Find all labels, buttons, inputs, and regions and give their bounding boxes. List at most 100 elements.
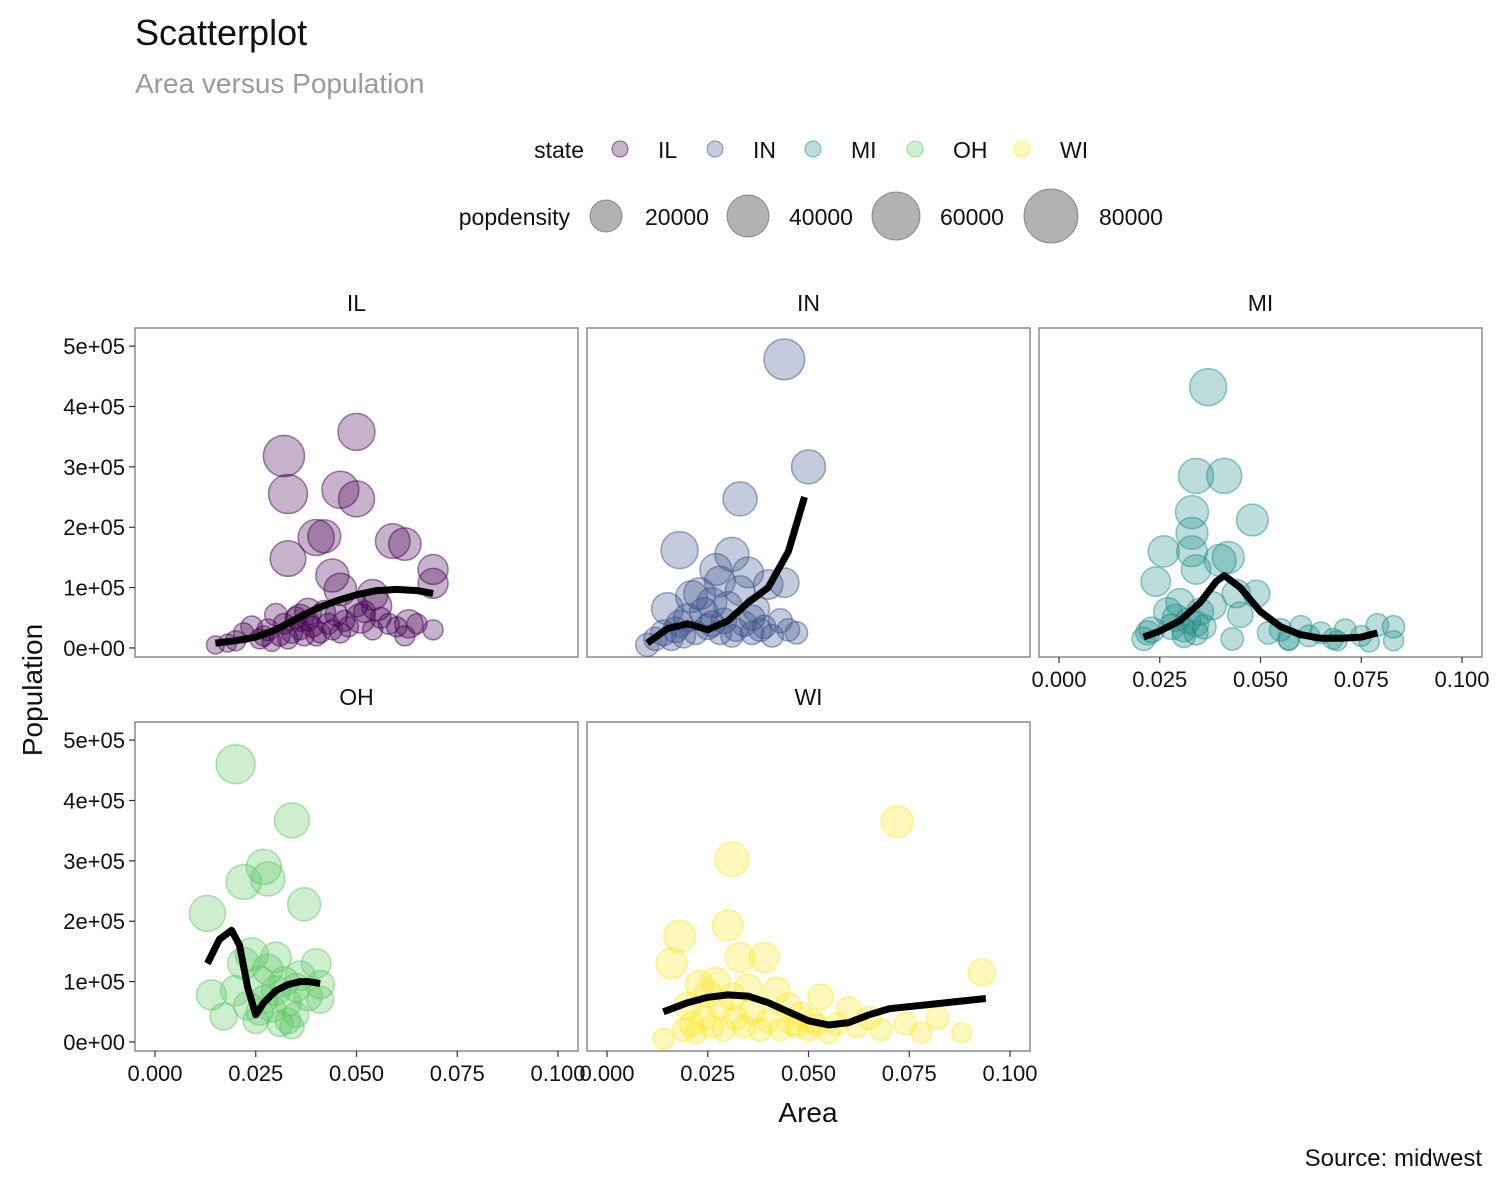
- x-tick-label: 0.000: [127, 1061, 182, 1086]
- data-point-il: [417, 553, 449, 586]
- panel-il: IL 0e+00 1e+05 2e+05 3e+05 4e+05 5e+05: [63, 290, 579, 661]
- legend-key-mi: [804, 140, 822, 158]
- data-point-in: [714, 536, 750, 573]
- legend: state IL IN MI OH WI popdensity 20000 40000 60000…: [459, 137, 1163, 244]
- data-point-wi: [880, 804, 914, 839]
- data-point-mi: [1140, 566, 1172, 597]
- legend-size-label-20000: 20000: [645, 204, 709, 230]
- panel-oh: OH 0e+00 1e+05 2e+05 3e+05 4e+05 5e+05 0.000 0.0…: [63, 684, 585, 1086]
- data-point-mi: [1147, 535, 1181, 568]
- data-point-wi: [748, 941, 780, 973]
- data-point-mi: [1205, 457, 1243, 495]
- data-point-mi: [1382, 629, 1405, 652]
- data-point-mi: [1180, 554, 1212, 585]
- x-tick-label: 0.050: [1233, 667, 1288, 692]
- data-point-il: [387, 527, 422, 562]
- panel-border: [586, 327, 1031, 658]
- data-point-wi: [655, 947, 688, 980]
- y-tick-label: 3e+05: [63, 455, 125, 480]
- data-point-il: [345, 602, 376, 634]
- legend-key-in: [706, 140, 724, 158]
- legend-size-label-60000: 60000: [940, 204, 1004, 230]
- data-point-il: [307, 519, 342, 554]
- legend-size-key-80000: [1023, 188, 1079, 244]
- data-point-il: [337, 480, 376, 518]
- legend-label-wi: WI: [1060, 137, 1088, 163]
- data-point-wi: [807, 983, 835, 1011]
- data-point-il: [422, 619, 444, 641]
- data-point-in: [763, 338, 806, 381]
- legend-size-title: popdensity: [459, 204, 571, 230]
- data-point-in: [732, 556, 765, 589]
- legend-state-title: state: [534, 137, 584, 163]
- y-tick-label: 2e+05: [63, 909, 125, 934]
- data-point-mi: [1220, 626, 1245, 651]
- legend-label-il: IL: [658, 137, 677, 163]
- chart-subtitle: Area versus Population: [135, 68, 425, 99]
- data-point-wi: [714, 841, 750, 877]
- x-tick-label: 0.075: [882, 1061, 937, 1086]
- data-point-wi: [755, 1008, 781, 1034]
- data-point-oh: [273, 802, 311, 839]
- y-tick-label: 0e+00: [63, 1030, 125, 1055]
- strip-label-in: IN: [797, 290, 820, 316]
- data-point-in: [738, 604, 766, 632]
- x-tick-label: 0.075: [1334, 667, 1389, 692]
- data-point-in: [784, 620, 809, 645]
- data-point-oh: [259, 941, 292, 974]
- data-point-wi: [652, 1027, 675, 1051]
- data-point-wi: [910, 1021, 933, 1045]
- data-point-oh: [215, 744, 256, 785]
- data-point-wi: [662, 919, 697, 953]
- y-tick-label: 3e+05: [63, 849, 125, 874]
- data-point-mi: [1226, 601, 1254, 629]
- x-tick-label: 0.100: [1434, 667, 1489, 692]
- y-tick-label: 0e+00: [63, 636, 125, 661]
- y-tick-label: 5e+05: [63, 334, 125, 359]
- data-point-il: [337, 412, 376, 452]
- y-tick-label: 4e+05: [63, 394, 125, 419]
- x-tick-label: 0.025: [228, 1061, 283, 1086]
- data-point-il: [262, 434, 306, 478]
- x-tick-label: 0.000: [579, 1061, 634, 1086]
- data-point-wi: [869, 1018, 893, 1042]
- y-tick-label: 4e+05: [63, 788, 125, 813]
- chart-title: Scatterplot: [135, 12, 308, 53]
- x-tick-label: 0.050: [329, 1061, 384, 1086]
- x-tick-label: 0.025: [1132, 667, 1187, 692]
- x-tick-label: 0.050: [781, 1061, 836, 1086]
- data-point-oh: [250, 861, 286, 897]
- data-point-il: [269, 540, 307, 578]
- strip-label-wi: WI: [794, 684, 822, 710]
- data-point-in: [790, 449, 827, 485]
- data-point-wi: [967, 958, 996, 987]
- chart-caption: Source: midwest: [1304, 1145, 1482, 1172]
- data-point-wi: [723, 1005, 749, 1031]
- x-tick-label: 0.100: [530, 1061, 585, 1086]
- legend-size-label-80000: 80000: [1099, 204, 1163, 230]
- data-point-in: [722, 481, 758, 517]
- x-tick-label: 0.025: [680, 1061, 735, 1086]
- smooth-line-oh: [204, 926, 321, 1019]
- x-tick-label: 0.000: [1031, 667, 1086, 692]
- y-tick-label: 1e+05: [63, 970, 125, 995]
- x-axis-title: Area: [778, 1097, 838, 1128]
- strip-label-il: IL: [347, 290, 366, 316]
- data-point-il: [267, 473, 309, 515]
- data-point-in: [660, 530, 699, 570]
- smooth-line-mi: [1142, 572, 1379, 642]
- legend-key-oh: [906, 140, 924, 158]
- legend-size-key-60000: [871, 191, 921, 241]
- data-point-oh: [251, 953, 284, 986]
- legend-label-oh: OH: [953, 137, 988, 163]
- data-point-in: [699, 552, 733, 587]
- data-point-wi: [724, 941, 756, 973]
- data-point-mi: [1175, 516, 1209, 550]
- data-point-oh: [245, 848, 283, 886]
- legend-size-key-40000: [726, 194, 770, 238]
- data-point-mi: [1191, 614, 1217, 640]
- data-point-il: [374, 523, 411, 560]
- legend-size-key-20000: [589, 199, 623, 233]
- y-tick-label: 1e+05: [63, 576, 125, 601]
